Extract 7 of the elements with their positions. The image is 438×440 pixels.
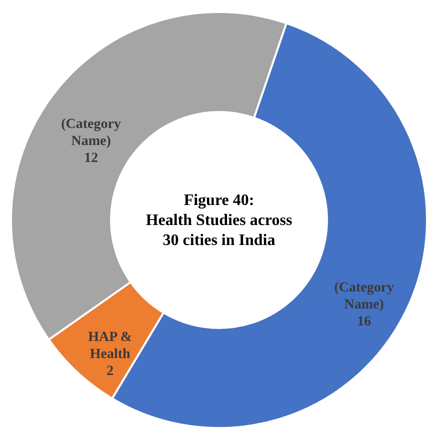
slice-label: (Category Name) — [334, 280, 394, 312]
data-label: 2 — [106, 364, 114, 380]
slice-label: HAP & Health — [88, 330, 132, 362]
data-label: 16 — [357, 314, 372, 330]
slice-label: (Category Name) — [61, 116, 121, 149]
data-label: 12 — [84, 150, 98, 166]
text: Figure 40: Health Studies across 30 cities in India — [146, 192, 292, 249]
